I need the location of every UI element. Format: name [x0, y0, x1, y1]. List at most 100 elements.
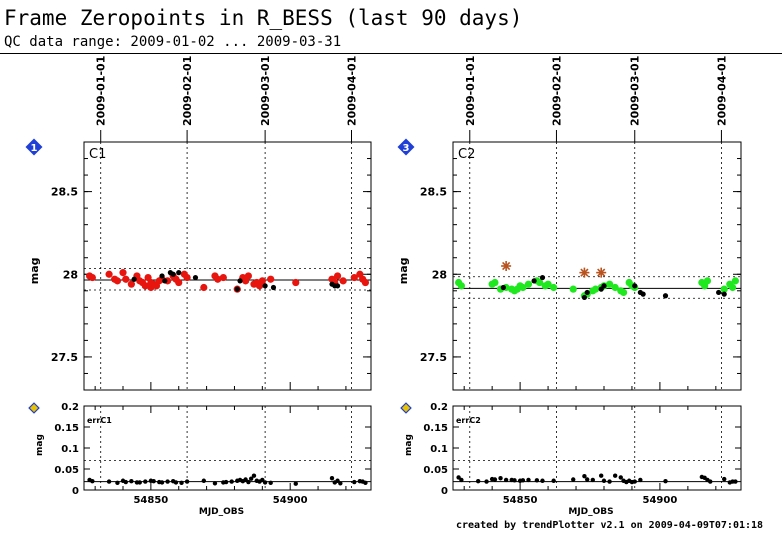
error-point — [201, 478, 207, 483]
error-point — [229, 479, 234, 484]
y-tick-label: 27.5 — [51, 351, 78, 364]
error-point — [459, 477, 464, 483]
error-plot-frame — [452, 405, 742, 491]
error-point — [329, 476, 335, 481]
data-point — [536, 278, 544, 287]
data-point — [716, 289, 722, 296]
data-point — [632, 283, 638, 289]
y-tick-label: 28.5 — [51, 186, 78, 199]
data-point — [569, 285, 577, 293]
error-point — [484, 479, 489, 484]
main-plot-frame — [452, 141, 742, 391]
date-tick-label: 2009-02-01 — [550, 56, 563, 126]
error-point — [223, 479, 229, 485]
panel-label: C1 — [89, 147, 106, 162]
panel-label: C2 — [458, 147, 475, 162]
error-point — [590, 477, 596, 483]
error-point — [607, 479, 612, 484]
error-point — [352, 479, 357, 485]
data-point — [662, 293, 669, 299]
err-y-tick-label: 0.1 — [430, 444, 448, 455]
y-tick-label: 27.5 — [420, 351, 447, 364]
error-point — [335, 478, 340, 483]
chart-panel-c1: 2009-01-01 2009-02-01 2009-03-01 2009-04-01… — [25, 56, 372, 517]
data-point — [519, 283, 527, 292]
data-point — [619, 288, 628, 297]
data-point — [176, 270, 182, 276]
error-point — [262, 480, 268, 485]
data-point — [361, 278, 370, 287]
qc-data-range: QC data range: 2009-01-02 ... 2009-03-31 — [4, 34, 342, 50]
date-tick-label: 2009-03-01 — [259, 56, 272, 126]
error-point — [475, 478, 481, 484]
err-y-tick-label: 0.15 — [423, 423, 448, 434]
data-point — [605, 280, 614, 288]
data-point — [170, 271, 176, 277]
err-y-tick-label: 0.15 — [54, 423, 79, 434]
panel-badge-number: 3 — [403, 143, 410, 154]
error-point — [151, 478, 156, 484]
y-tick-label: 28 — [63, 268, 78, 281]
data-point — [237, 278, 243, 284]
data-point — [731, 277, 740, 285]
data-point — [611, 283, 619, 292]
error-point — [571, 477, 576, 482]
error-point — [612, 473, 618, 478]
error-point — [638, 477, 643, 483]
error-point — [708, 479, 713, 484]
error-point — [165, 479, 170, 484]
error-point — [212, 481, 218, 486]
error-point — [632, 479, 637, 484]
data-point — [333, 272, 342, 280]
error-point — [618, 475, 623, 480]
error-point — [338, 481, 343, 486]
err-y-tick-label: 0.05 — [423, 465, 448, 476]
error-point — [540, 478, 545, 483]
err-y-tick-label: 0.2 — [61, 402, 79, 413]
data-point — [88, 273, 96, 282]
y-axis-label: mag — [397, 258, 410, 285]
error-badge-icon — [400, 402, 412, 414]
data-point — [729, 283, 737, 292]
panel-badge-number: 1 — [31, 143, 38, 154]
error-point — [90, 478, 95, 484]
error-point — [106, 479, 112, 484]
err-y-axis-label: mag — [404, 434, 414, 456]
date-tick-label: 2009-04-01 — [345, 56, 358, 126]
data-point — [200, 283, 208, 292]
data-point — [292, 278, 300, 287]
data-point — [141, 282, 149, 290]
data-point — [550, 283, 558, 292]
data-point — [119, 269, 127, 277]
error-point — [498, 476, 503, 481]
data-point — [258, 277, 266, 285]
error-point — [520, 478, 526, 483]
error-point — [456, 475, 461, 480]
error-point — [598, 473, 604, 478]
data-point — [127, 280, 135, 288]
data-point — [270, 284, 277, 291]
err-y-axis-label: mag — [35, 434, 45, 456]
x-axis-label: MJD_OBS — [568, 507, 613, 517]
data-point — [192, 274, 199, 281]
data-point — [183, 273, 191, 282]
error-point — [585, 477, 590, 482]
date-tick-label: 2009-02-01 — [181, 56, 194, 126]
data-point — [720, 285, 728, 293]
data-point — [175, 278, 183, 287]
date-tick-label: 2009-01-01 — [464, 56, 477, 126]
data-point — [214, 275, 222, 283]
err-y-tick-label: 0 — [72, 486, 79, 497]
data-point — [581, 294, 588, 301]
data-point — [339, 277, 347, 285]
data-point — [105, 270, 113, 278]
error-point — [551, 478, 556, 483]
data-point — [113, 277, 122, 285]
error-point — [260, 477, 265, 483]
data-point — [131, 276, 137, 282]
outlier-star-marker — [501, 261, 512, 271]
x-tick-label: 54900 — [273, 495, 308, 506]
data-point — [159, 273, 165, 279]
error-badge-icon — [28, 402, 40, 414]
data-point — [584, 289, 590, 296]
